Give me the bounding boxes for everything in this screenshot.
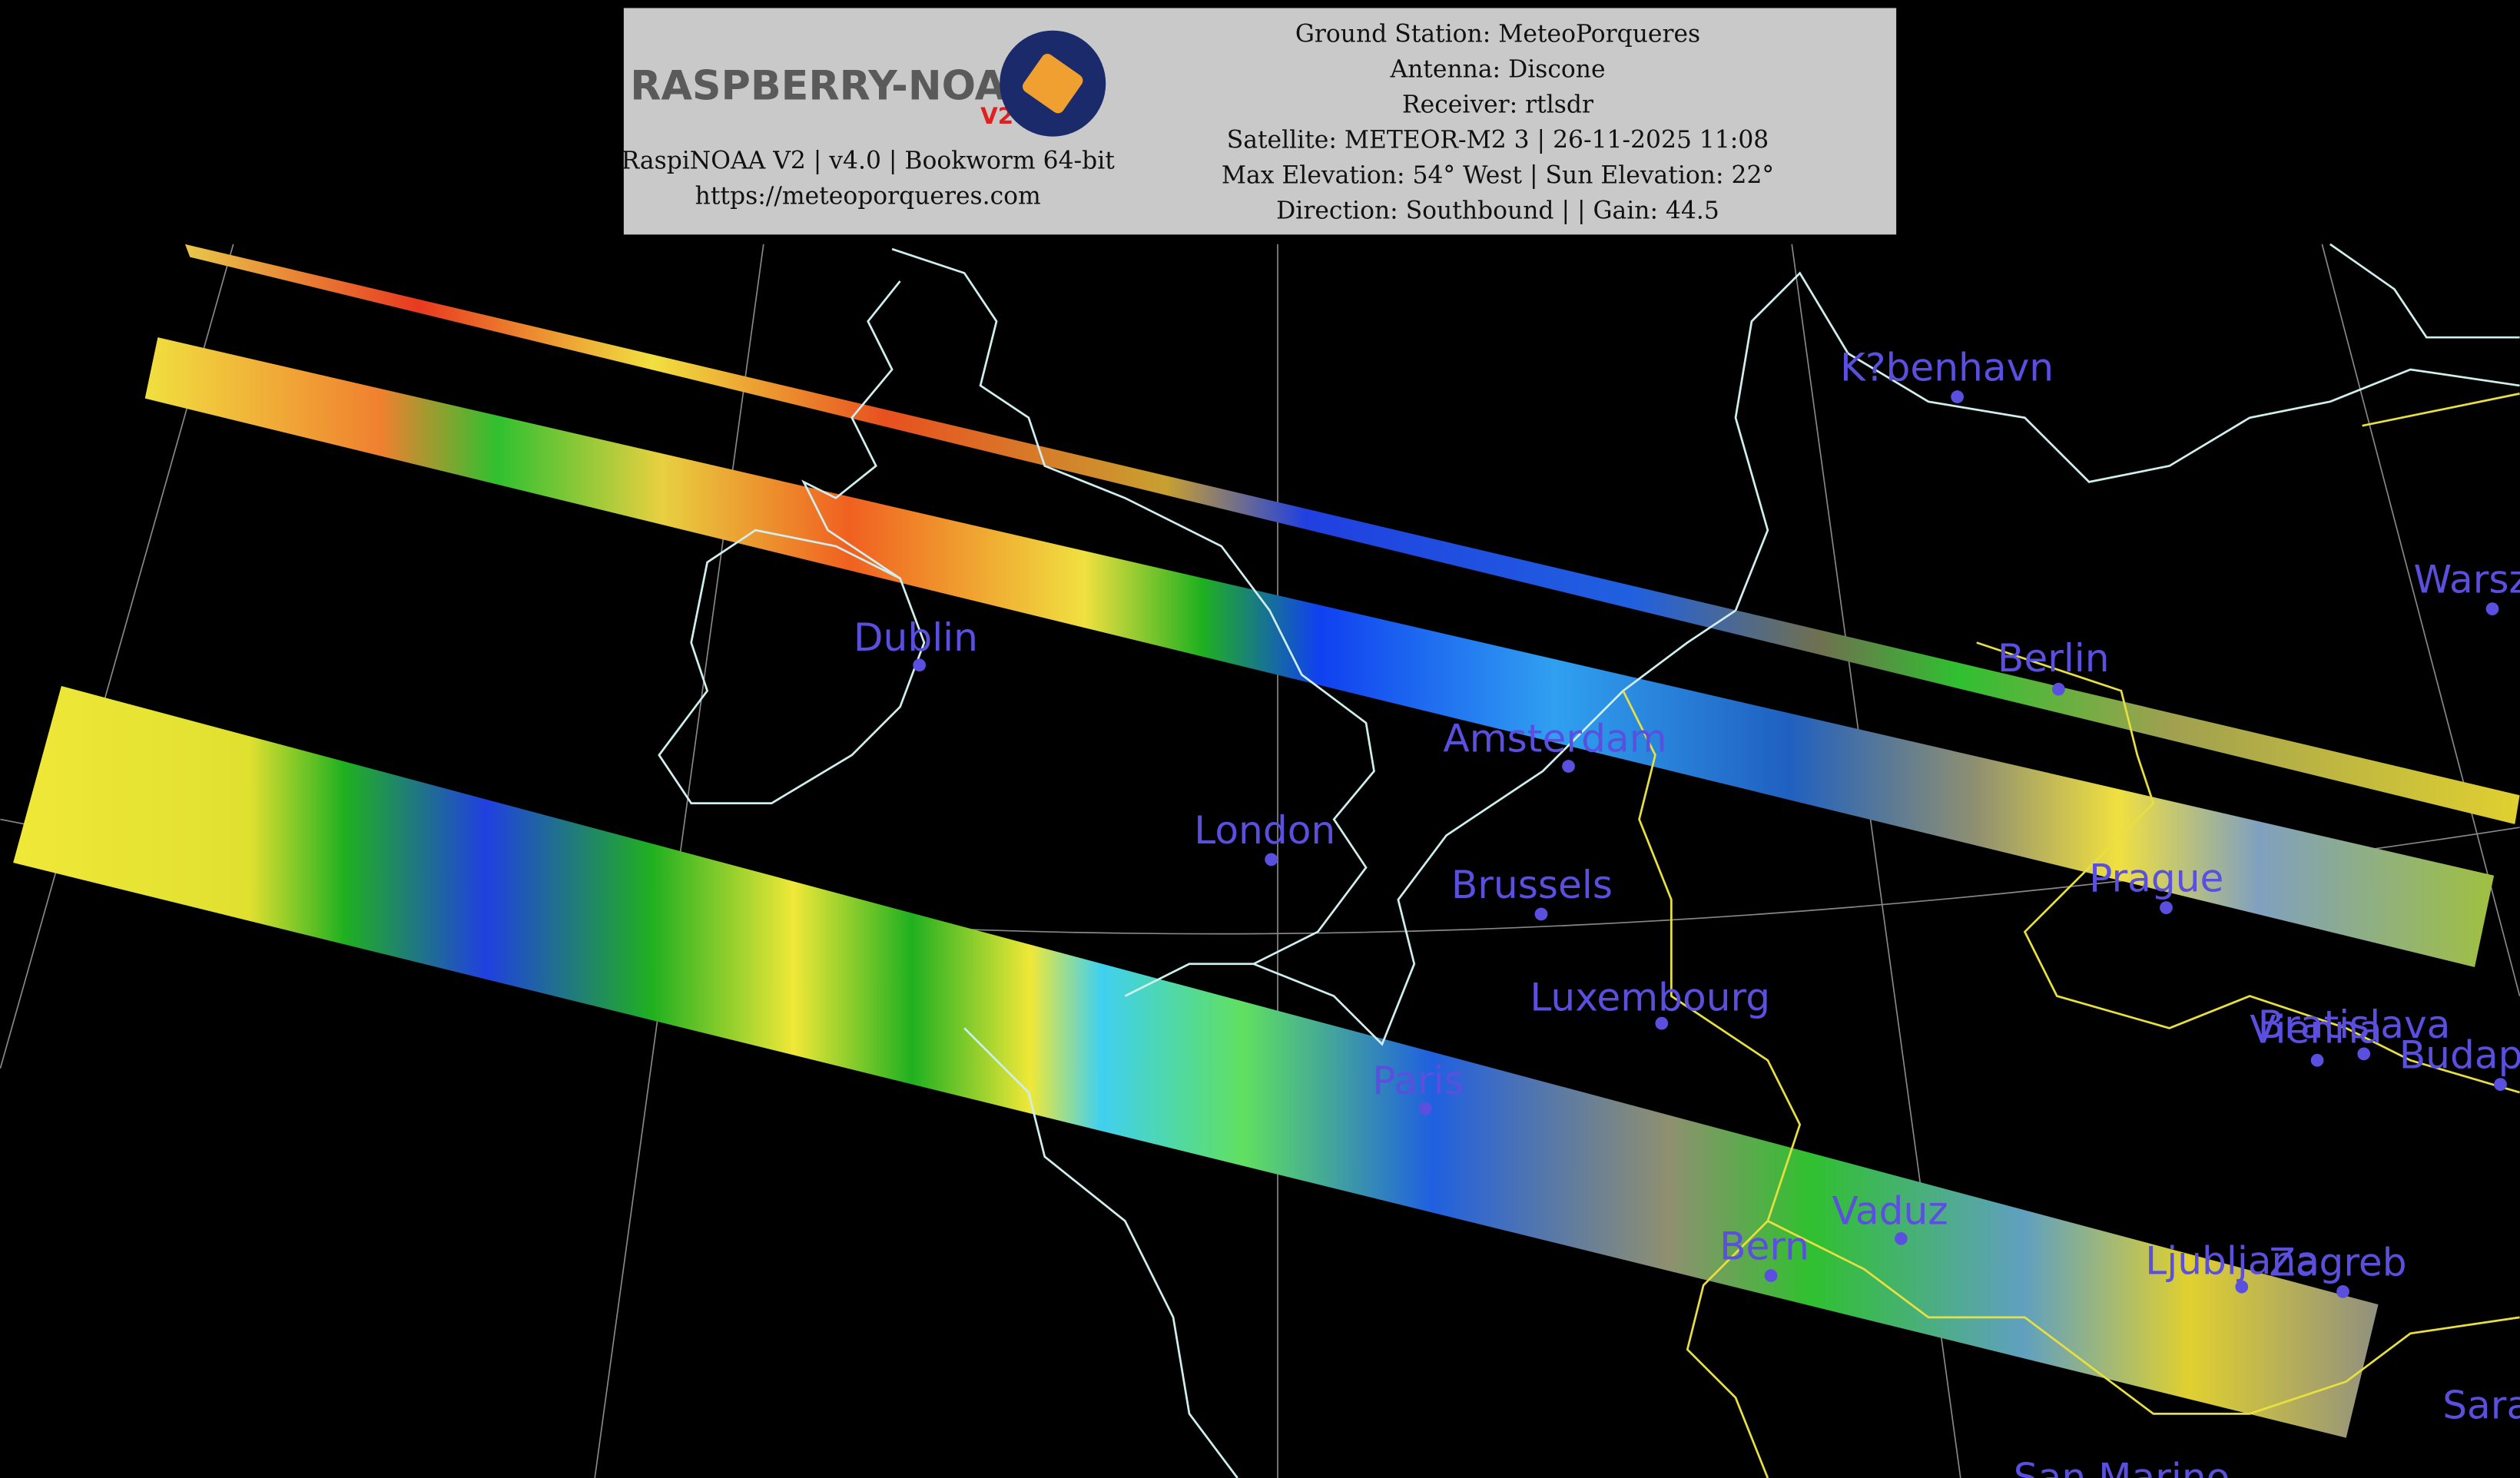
city-dot [913, 658, 927, 672]
city-label: Luxembourg [1530, 974, 1770, 1019]
coastlines [658, 243, 2520, 1478]
city-label: London [1194, 807, 1335, 853]
city-label: Dublin [854, 615, 978, 660]
info-line: Direction: Southbound | | Gain: 44.5 [1276, 197, 1719, 224]
borders [1622, 393, 2520, 1478]
city-label: Warszawa [2414, 557, 2520, 602]
info-line: Receiver: rtlsdr [1402, 91, 1593, 118]
city-label: Bern [1719, 1224, 1809, 1269]
city-label: Sarajevo [2442, 1383, 2520, 1428]
city-label: Zagreb [2269, 1239, 2406, 1284]
city-label: San Marino [2014, 1455, 2230, 1478]
header-panel [623, 8, 1897, 235]
info-line: Max Elevation: 54° West | Sun Elevation:… [1222, 161, 1774, 189]
header: RASPBERRY-NOAA V2 RaspiNOAA V2 | v4.0 | … [622, 8, 1897, 235]
city-label: Vienna [2250, 1006, 2382, 1052]
city-label: Berlin [1998, 635, 2110, 681]
swath-3 [13, 685, 2379, 1438]
version-text: RaspiNOAA V2 | v4.0 | Bookworm 64-bit [622, 147, 1116, 175]
city-dot [2310, 1053, 2324, 1067]
city-dot [1562, 760, 1575, 773]
city-dot [1265, 853, 1278, 867]
city-dot [2235, 1280, 2249, 1294]
city-dot [2485, 602, 2499, 615]
city-dot [2052, 682, 2065, 696]
city-label: Budapest [2399, 1032, 2520, 1078]
city-layer: K?benhavn Warszawa Dublin Berlin Amsterdam Lo… [854, 345, 2520, 1478]
info-lines: Ground Station: MeteoPorqueres Antenna: D… [1222, 20, 1774, 224]
city-label: Vaduz [1832, 1188, 1948, 1234]
city-label: K?benhavn [1840, 345, 2054, 390]
city-label: Bratislava [2258, 1002, 2451, 1047]
info-line: Ground Station: MeteoPorqueres [1295, 20, 1700, 48]
city-dot [1951, 390, 1964, 403]
swath-1 [184, 244, 2520, 824]
city-dot [1655, 1016, 1669, 1030]
city-dot [1534, 907, 1548, 921]
logo-satellite [1023, 54, 1083, 114]
city-label: Brussels [1451, 862, 1613, 907]
info-line: Satellite: METEOR-M2 3 | 26-11-2025 11:0… [1227, 126, 1769, 154]
city-dot [2494, 1078, 2507, 1091]
city-dot [1895, 1232, 1908, 1245]
url-text: https://meteoporqueres.com [695, 183, 1041, 210]
city-label: Paris [1372, 1058, 1464, 1103]
city-dot [2357, 1047, 2371, 1061]
city-dot [1764, 1269, 1778, 1282]
city-dot [2160, 901, 2173, 914]
city-label: Ljubljana [2145, 1238, 2319, 1283]
city-dot [1419, 1102, 1432, 1115]
swath-2 [144, 337, 2495, 967]
city-dot [2336, 1285, 2349, 1298]
info-line: Antenna: Discone [1389, 55, 1605, 83]
city-label: Amsterdam [1443, 716, 1666, 761]
city-label: Prague [2089, 856, 2223, 901]
logo-text: RASPBERRY-NOAA [630, 63, 1037, 110]
